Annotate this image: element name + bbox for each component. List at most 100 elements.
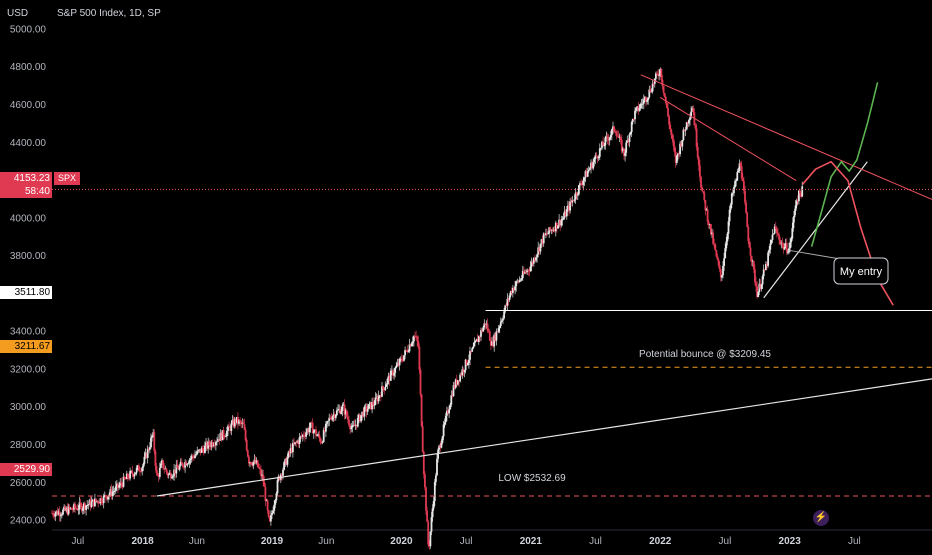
candle-body bbox=[407, 351, 410, 353]
candle-body bbox=[298, 437, 301, 445]
candle-body bbox=[77, 509, 80, 511]
candle-body bbox=[446, 410, 448, 416]
candle-body bbox=[611, 129, 613, 135]
candle-body bbox=[334, 414, 337, 419]
candle-body bbox=[692, 108, 695, 113]
candle-body bbox=[514, 286, 516, 291]
candle-body bbox=[465, 359, 468, 365]
candle-body bbox=[746, 212, 749, 228]
candle-body bbox=[664, 96, 667, 104]
candle-body bbox=[296, 441, 299, 443]
candle-body bbox=[81, 508, 84, 511]
candle-body bbox=[553, 229, 556, 232]
candle-body bbox=[54, 513, 57, 517]
candle-body bbox=[392, 370, 394, 376]
candle-body bbox=[672, 139, 675, 146]
candle-body bbox=[273, 504, 276, 511]
candle-body bbox=[430, 517, 433, 532]
candle-body bbox=[404, 349, 406, 356]
candle-body bbox=[778, 234, 780, 240]
candle-body bbox=[171, 477, 173, 479]
current-price-tag: 4153.23 bbox=[0, 172, 52, 185]
candle-body bbox=[222, 430, 225, 437]
low-annotation: LOW $2532.69 bbox=[498, 473, 566, 484]
candle-body bbox=[160, 463, 162, 468]
candle-body bbox=[561, 219, 564, 221]
candle-body bbox=[712, 232, 714, 244]
candle-body bbox=[457, 380, 459, 385]
candle-body bbox=[703, 192, 706, 201]
candle-body bbox=[749, 247, 752, 256]
candle-body bbox=[400, 358, 403, 361]
candle-body bbox=[736, 172, 739, 181]
candle-body bbox=[232, 420, 235, 427]
candle-body bbox=[140, 471, 142, 472]
candle-body bbox=[552, 229, 555, 231]
candle-body bbox=[67, 506, 70, 515]
candle-body bbox=[151, 435, 153, 438]
candle-body bbox=[762, 269, 765, 277]
candle-body bbox=[360, 415, 362, 422]
candle-body bbox=[476, 339, 479, 342]
candle-body bbox=[441, 436, 444, 443]
candle-body bbox=[738, 163, 741, 171]
candle-body bbox=[428, 544, 431, 547]
candle-body bbox=[376, 397, 379, 402]
candle-body bbox=[277, 476, 280, 481]
candle-body bbox=[431, 508, 434, 518]
candle-body bbox=[787, 252, 789, 254]
lightning-icon[interactable]: ⚡ bbox=[813, 510, 829, 526]
candle-body bbox=[263, 481, 266, 487]
candle-body bbox=[393, 372, 395, 376]
candle-body bbox=[256, 460, 259, 467]
candle-body bbox=[228, 425, 230, 428]
candle-body bbox=[496, 331, 499, 333]
candle-body bbox=[213, 445, 216, 446]
candle-body bbox=[548, 227, 551, 234]
y-tick-label: 3400.00 bbox=[10, 327, 47, 338]
candle-body bbox=[784, 242, 787, 248]
candle-body bbox=[406, 350, 409, 352]
candle-body bbox=[309, 422, 312, 429]
candle-body bbox=[618, 137, 621, 139]
candle-body bbox=[180, 461, 183, 464]
candle-body bbox=[563, 211, 566, 218]
candle-body bbox=[253, 459, 256, 463]
candle-body bbox=[196, 450, 199, 455]
x-tick-label: 2022 bbox=[649, 536, 672, 547]
candle-body bbox=[244, 429, 247, 441]
candle-body bbox=[219, 432, 222, 441]
candle-body bbox=[61, 514, 63, 516]
candle-body bbox=[66, 508, 69, 515]
candle-body bbox=[740, 166, 743, 179]
candle-body bbox=[755, 282, 757, 287]
candle-body bbox=[733, 186, 735, 194]
candle-body bbox=[300, 436, 303, 438]
candle-body bbox=[788, 248, 790, 253]
candle-body bbox=[347, 416, 349, 420]
candle-body bbox=[537, 247, 540, 255]
candle-body bbox=[120, 482, 123, 485]
candle-body bbox=[450, 395, 453, 405]
candle-body bbox=[176, 464, 179, 469]
candle-body bbox=[366, 409, 369, 412]
candle-body bbox=[779, 239, 782, 244]
candle-body bbox=[794, 205, 797, 211]
candle-body bbox=[138, 465, 140, 472]
candle-body bbox=[516, 281, 519, 283]
candle-body bbox=[730, 193, 733, 205]
candle-body bbox=[252, 462, 255, 466]
candle-body bbox=[147, 448, 150, 450]
candle-body bbox=[349, 425, 351, 430]
candle-body bbox=[540, 239, 543, 244]
candle-body bbox=[515, 281, 518, 287]
candle-body bbox=[293, 442, 295, 445]
candle-body bbox=[420, 394, 423, 427]
candle-body bbox=[254, 459, 257, 464]
candle-body bbox=[315, 429, 317, 436]
candle-body bbox=[336, 410, 338, 415]
candle-body bbox=[168, 472, 171, 475]
y-tick-label: 2600.00 bbox=[10, 478, 47, 489]
